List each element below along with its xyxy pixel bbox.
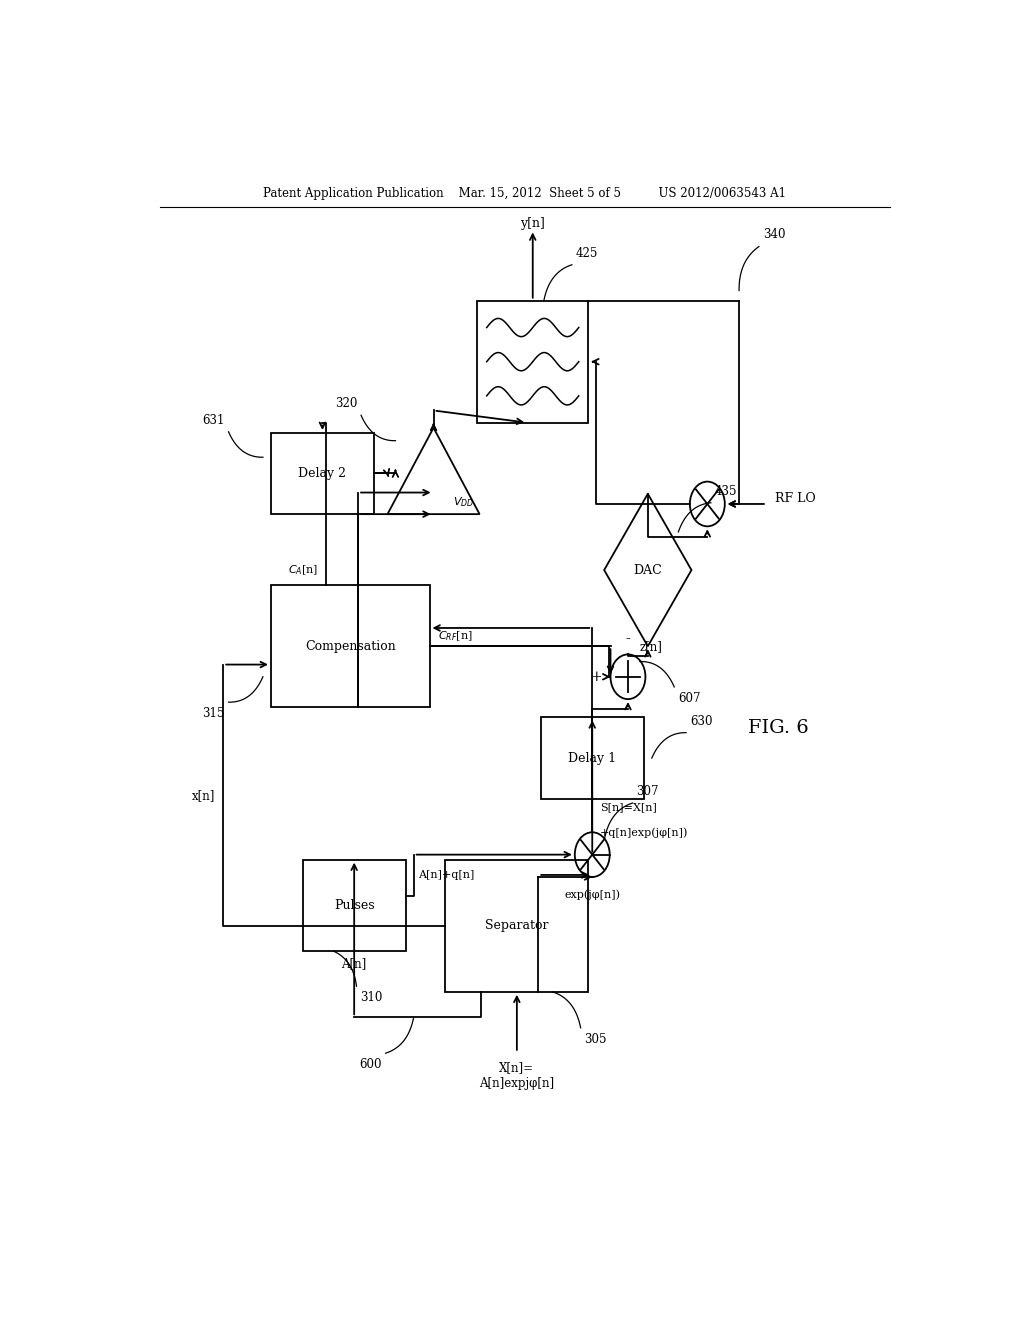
Text: 310: 310 xyxy=(360,991,383,1005)
Text: Pulses: Pulses xyxy=(334,899,375,912)
Text: Separator: Separator xyxy=(485,919,549,932)
Text: A[n]: A[n] xyxy=(342,957,367,970)
Text: -: - xyxy=(626,632,631,647)
Text: y[n]: y[n] xyxy=(520,216,545,230)
Text: 320: 320 xyxy=(335,397,357,411)
Text: $C_A$[n]: $C_A$[n] xyxy=(288,564,318,577)
Text: 340: 340 xyxy=(763,228,785,242)
Text: X[n]=: X[n]= xyxy=(500,1061,535,1074)
FancyBboxPatch shape xyxy=(270,585,430,708)
Text: Delay 1: Delay 1 xyxy=(568,751,616,764)
Text: 435: 435 xyxy=(715,484,737,498)
Text: 425: 425 xyxy=(575,247,598,260)
FancyBboxPatch shape xyxy=(270,433,374,515)
Text: FIG. 6: FIG. 6 xyxy=(749,718,809,737)
Text: 631: 631 xyxy=(202,413,224,426)
Text: RF LO: RF LO xyxy=(775,492,815,506)
Text: x[n]: x[n] xyxy=(191,788,215,801)
FancyBboxPatch shape xyxy=(445,859,588,991)
FancyBboxPatch shape xyxy=(303,859,406,952)
Text: A[n]expjφ[n]: A[n]expjφ[n] xyxy=(479,1077,554,1090)
Text: Patent Application Publication    Mar. 15, 2012  Sheet 5 of 5          US 2012/0: Patent Application Publication Mar. 15, … xyxy=(263,187,786,201)
Text: S[n]=X[n]: S[n]=X[n] xyxy=(600,803,657,812)
FancyBboxPatch shape xyxy=(541,718,644,799)
Text: DAC: DAC xyxy=(634,564,663,577)
Text: 305: 305 xyxy=(585,1032,607,1045)
Text: z[n]: z[n] xyxy=(640,640,663,653)
Text: 600: 600 xyxy=(359,1059,382,1072)
Text: 315: 315 xyxy=(202,708,224,721)
FancyBboxPatch shape xyxy=(477,301,588,422)
Text: $V_{DD}$: $V_{DD}$ xyxy=(454,495,474,508)
Text: Delay 2: Delay 2 xyxy=(298,467,346,480)
Text: 630: 630 xyxy=(690,714,713,727)
Text: +: + xyxy=(591,669,602,684)
Text: $C_{RF}$[n]: $C_{RF}$[n] xyxy=(437,630,472,643)
Text: A[n]+q[n]: A[n]+q[n] xyxy=(418,870,474,880)
Text: 607: 607 xyxy=(678,692,700,705)
Text: 307: 307 xyxy=(637,785,659,799)
Text: Compensation: Compensation xyxy=(305,640,395,653)
Text: exp(jφ[n]): exp(jφ[n]) xyxy=(564,890,621,900)
Text: +q[n]exp(jφ[n]): +q[n]exp(jφ[n]) xyxy=(600,828,688,838)
